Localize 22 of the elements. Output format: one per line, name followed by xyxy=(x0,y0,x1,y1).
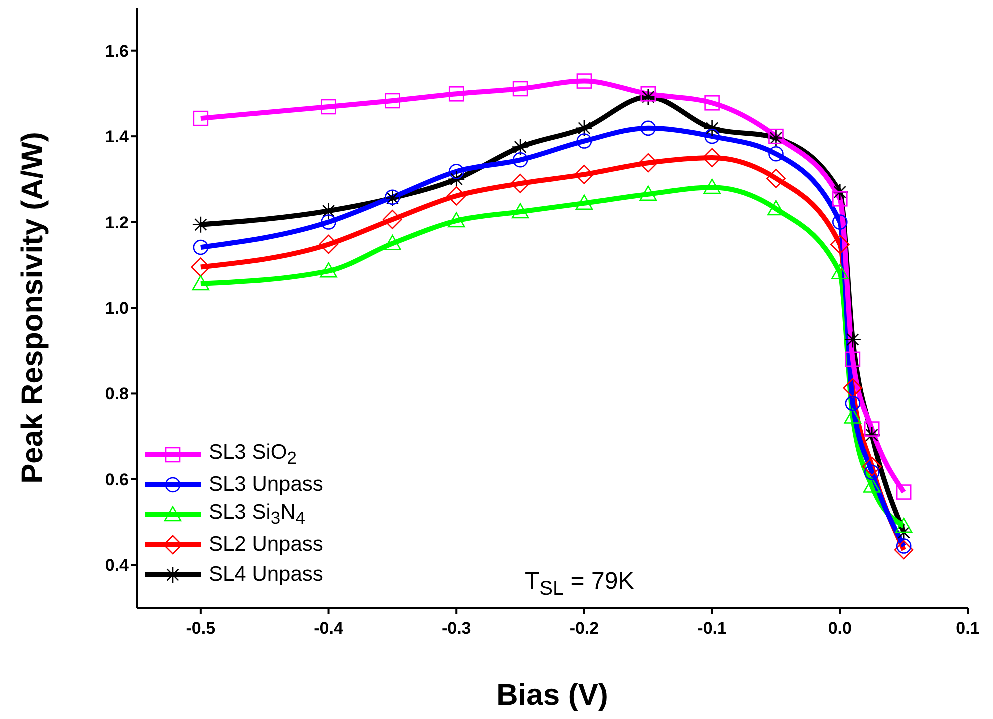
x-tick-label: 0.1 xyxy=(956,619,980,638)
x-tick-label: -0.4 xyxy=(314,619,344,638)
x-tick-label: 0.0 xyxy=(828,619,852,638)
y-tick-label: 1.4 xyxy=(105,128,130,147)
x-tick-label: -0.5 xyxy=(186,619,216,638)
legend-label: SL4 Unpass xyxy=(209,563,324,587)
x-tick-label: -0.1 xyxy=(698,619,727,638)
x-axis-title: Bias (V) xyxy=(496,679,608,712)
y-tick-label: 0.8 xyxy=(105,384,129,404)
x-tick-label: -0.3 xyxy=(442,619,472,638)
y-tick-label: 0.4 xyxy=(105,556,130,576)
y-tick-label: 1.6 xyxy=(105,42,129,61)
legend-label: SL3 Unpass xyxy=(209,473,324,497)
y-axis-title: Peak Responsivity (A/W) xyxy=(16,132,50,484)
annotation: T$_{SL}$ = 79K xyxy=(525,568,634,601)
y-tick-label: 1.2 xyxy=(105,213,129,232)
legend-label: SL3 SiO$_{2}$ xyxy=(209,440,297,470)
x-tick-label: -0.2 xyxy=(570,619,600,638)
y-tick-label: 1.0 xyxy=(105,299,129,318)
legend-label: SL2 Unpass xyxy=(209,533,324,557)
legend-label: SL3 Si$_{3}$N$_{4}$ xyxy=(209,500,306,530)
y-tick-label: 0.6 xyxy=(105,470,129,490)
